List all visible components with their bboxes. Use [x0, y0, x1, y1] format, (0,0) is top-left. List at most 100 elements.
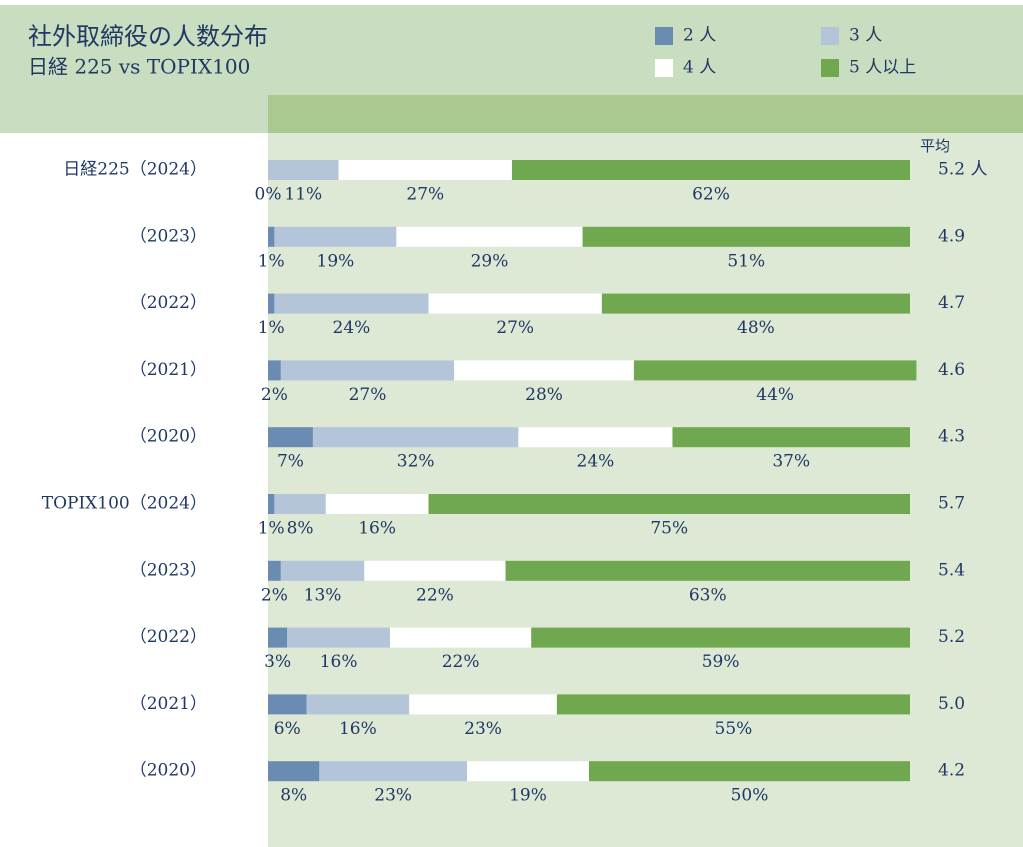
- value-label: 63%: [689, 585, 727, 605]
- value-label: 29%: [471, 251, 509, 271]
- value-label: 1%: [258, 251, 285, 271]
- bar-segment: [268, 293, 275, 314]
- average-label: 4.2: [938, 761, 965, 781]
- bar-segment: [531, 627, 910, 648]
- value-label: 11%: [284, 185, 322, 205]
- average-label: 5.0: [938, 694, 965, 714]
- value-label: 75%: [650, 519, 688, 539]
- bar-segment: [287, 627, 390, 648]
- legend-swatch: [821, 59, 839, 77]
- value-label: 2%: [261, 585, 288, 605]
- bar-segment: [428, 293, 602, 314]
- average-label: 4.9: [938, 226, 965, 246]
- bar-segment: [338, 160, 512, 180]
- category-label: （2022）: [130, 627, 207, 647]
- value-label: 2%: [261, 385, 288, 405]
- value-label: 19%: [317, 251, 355, 271]
- value-label: 16%: [358, 519, 396, 539]
- value-label: 8%: [280, 786, 307, 806]
- category-label: （2020）: [130, 427, 207, 447]
- value-label: 19%: [509, 786, 547, 806]
- category-label: （2023）: [130, 226, 207, 246]
- bar-segment: [280, 360, 455, 381]
- bar-segment: [428, 494, 910, 514]
- category-label: 日経225（2024）: [63, 160, 207, 180]
- value-label: 23%: [374, 786, 412, 806]
- value-label: 1%: [258, 318, 285, 338]
- bar-segment: [582, 226, 910, 247]
- bar-segment: [306, 694, 410, 715]
- legend-swatch: [655, 59, 673, 77]
- value-label: 23%: [464, 719, 502, 739]
- legend-label: 3 人: [849, 26, 882, 46]
- bar-segment: [467, 761, 589, 782]
- bar-segment: [409, 694, 557, 715]
- bar-segment: [274, 293, 429, 314]
- average-header: 平均: [920, 137, 950, 155]
- category-label: （2022）: [130, 293, 207, 313]
- average-label: 5.7: [938, 494, 965, 514]
- bar-segment: [280, 560, 365, 581]
- bar-segment: [389, 627, 532, 648]
- value-label: 3%: [264, 652, 291, 672]
- bar-segment: [268, 627, 288, 648]
- value-label: 51%: [727, 251, 765, 271]
- bar-segment: [589, 761, 910, 782]
- bar-segment: [556, 694, 910, 715]
- value-label: 7%: [277, 452, 304, 472]
- value-label: 13%: [304, 585, 342, 605]
- average-label: 5.2: [938, 627, 965, 647]
- bar-segment: [364, 560, 506, 581]
- bar-segment: [672, 427, 910, 448]
- value-label: 27%: [349, 385, 387, 405]
- bar-segment: [268, 226, 275, 247]
- category-label: （2021）: [130, 694, 207, 714]
- value-label: 22%: [416, 585, 454, 605]
- value-label: 59%: [702, 652, 740, 672]
- legend-swatch: [821, 27, 839, 45]
- bar-segment: [268, 160, 339, 180]
- value-label: 22%: [442, 652, 480, 672]
- category-label: （2023）: [130, 560, 207, 580]
- category-label: （2020）: [130, 761, 207, 781]
- average-label: 5.4: [938, 560, 965, 580]
- value-label: 6%: [274, 719, 301, 739]
- value-label: 24%: [577, 452, 615, 472]
- bar-segment: [268, 694, 307, 715]
- bar-segment: [518, 427, 673, 448]
- bar-segment: [268, 427, 313, 448]
- average-label: 4.3: [938, 427, 965, 447]
- chart-subtitle: 日経 225 vs TOPIX100: [28, 55, 250, 79]
- bar-segment: [633, 360, 917, 381]
- bar-segment: [396, 226, 583, 247]
- bar-segment: [274, 226, 397, 247]
- value-label: 8%: [287, 519, 314, 539]
- bar-segment: [268, 560, 281, 581]
- value-label: 0%: [255, 185, 282, 205]
- value-label: 50%: [731, 786, 769, 806]
- value-label: 62%: [692, 185, 730, 205]
- bar-segment: [268, 761, 320, 782]
- bar-segment: [268, 360, 281, 381]
- average-label: 4.6: [938, 360, 965, 380]
- bar-segment: [319, 761, 468, 782]
- header-band: [268, 95, 1023, 133]
- bar-segment: [268, 494, 275, 514]
- bar-segment: [505, 560, 910, 581]
- value-label: 48%: [737, 318, 775, 338]
- bar-segment: [511, 160, 910, 180]
- value-label: 16%: [320, 652, 358, 672]
- value-label: 27%: [496, 318, 534, 338]
- legend-label: 2 人: [683, 26, 716, 46]
- chart-title: 社外取締役の人数分布: [28, 23, 268, 51]
- value-label: 32%: [397, 452, 435, 472]
- bar-segment: [325, 494, 429, 514]
- average-label: 5.2 人: [938, 160, 987, 180]
- value-label: 24%: [333, 318, 371, 338]
- category-label: （2021）: [130, 360, 207, 380]
- value-label: 44%: [756, 385, 794, 405]
- bar-segment: [454, 360, 634, 381]
- value-label: 55%: [715, 719, 753, 739]
- legend-swatch: [655, 27, 673, 45]
